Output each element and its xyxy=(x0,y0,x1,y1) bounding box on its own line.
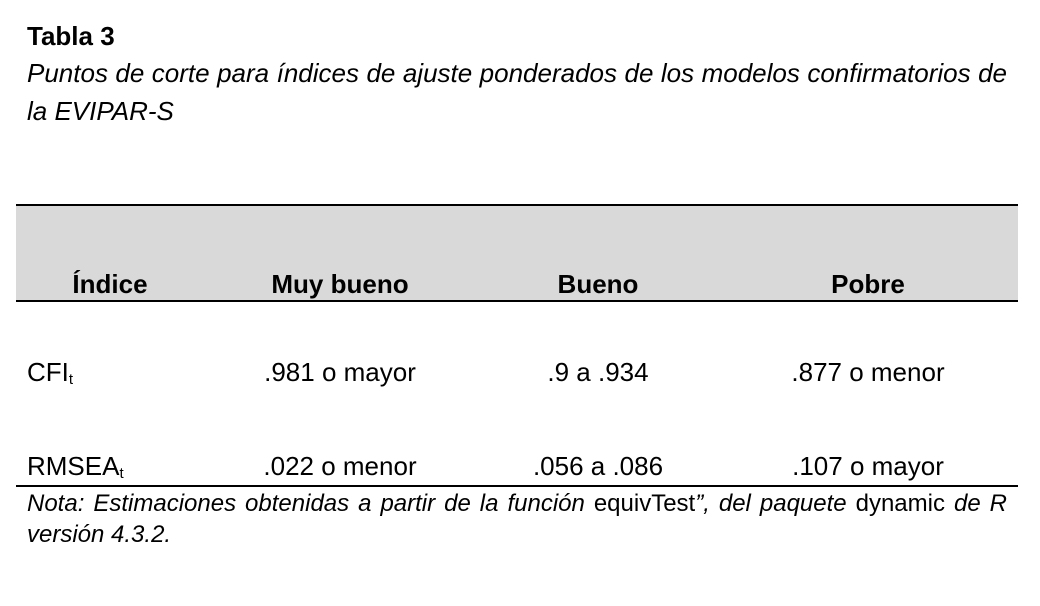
cell-muy-bueno: .022 o menor xyxy=(263,451,417,481)
table-bottom-rule xyxy=(16,485,1018,487)
header-bueno: Bueno xyxy=(557,269,639,299)
table-note: Nota: Estimaciones obtenidas a partir de… xyxy=(27,490,1007,548)
header-pobre: Pobre xyxy=(831,269,905,299)
cell-index: CFIt xyxy=(27,357,74,388)
data-table: Índice Muy bueno Bueno Pobre CFIt .981 o… xyxy=(16,204,1018,481)
table-header-row: Índice Muy bueno Bueno Pobre xyxy=(16,204,1018,302)
cell-pobre: .877 o menor xyxy=(791,357,945,387)
header-indice: Índice xyxy=(72,269,148,299)
cell-pobre: .107 o mayor xyxy=(792,451,944,481)
cell-index: RMSEAt xyxy=(27,451,124,482)
table-caption: Puntos de corte para índices de ajuste p… xyxy=(27,58,1007,126)
cell-bueno: .056 a .086 xyxy=(532,451,664,481)
table-title: Tabla 3 xyxy=(27,21,115,51)
cell-bueno: .9 a .934 xyxy=(547,357,649,387)
header-muy-bueno: Muy bueno xyxy=(271,269,409,299)
cell-muy-bueno: .981 o mayor xyxy=(264,357,416,387)
